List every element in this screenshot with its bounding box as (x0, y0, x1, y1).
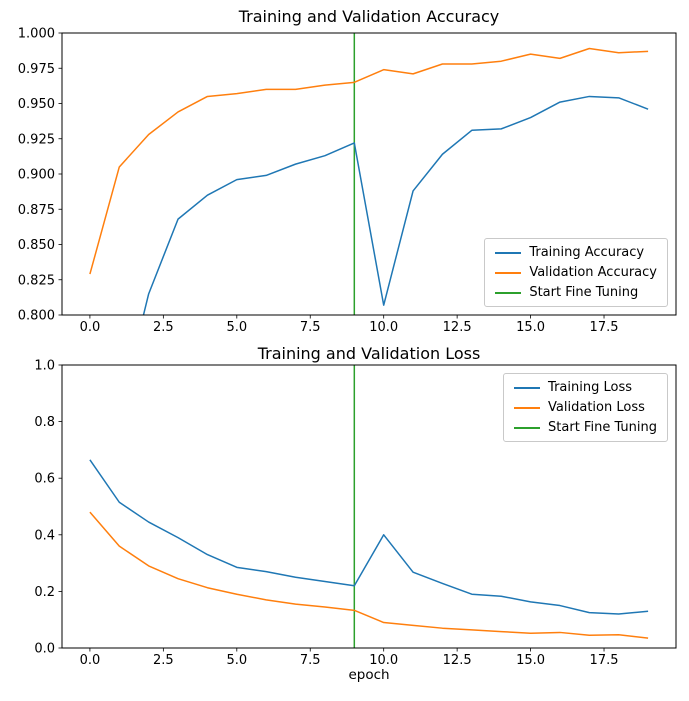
legend-item: Start Fine Tuning (514, 420, 657, 435)
y-tick-label: 0.900 (18, 168, 55, 183)
legend-item: Start Fine Tuning (495, 285, 657, 300)
x-tick-label: 10.0 (369, 653, 398, 668)
x-tick-label: 2.5 (153, 320, 174, 335)
loss-legend: Training Loss Validation Loss Start Fine T… (503, 373, 668, 442)
y-tick-label: 0.800 (18, 309, 55, 324)
training-loss-line (89, 459, 649, 615)
accuracy-plot-svg: 0.0 2.5 5.0 7.5 10.0 12.5 15.0 17.5 0.800 0.825 0.… (18, 27, 677, 335)
y-tick-label: 0.0 (34, 642, 55, 657)
legend-line-swatch (495, 291, 522, 294)
legend-label: Training Loss (548, 380, 632, 395)
legend-label: Validation Accuracy (529, 265, 657, 280)
y-tick-label: 1.0 (34, 359, 55, 374)
x-tick-label: 7.5 (300, 320, 321, 335)
legend-item: Validation Loss (514, 400, 657, 415)
x-tick-label: 0.0 (80, 320, 101, 335)
x-tick-label: 2.5 (153, 653, 174, 668)
legend-label: Start Fine Tuning (529, 285, 639, 300)
x-tick-label: 17.5 (590, 320, 619, 335)
legend-item: Training Accuracy (495, 245, 657, 260)
legend-line-swatch (495, 251, 522, 254)
plot-frame (61, 32, 677, 316)
y-tick-label: 0.6 (34, 472, 55, 487)
loss-chart-title: Training and Validation Loss (257, 344, 481, 363)
y-tick-label: 0.925 (18, 132, 55, 147)
x-tick-label: 12.5 (443, 320, 472, 335)
legend-label: Training Accuracy (529, 245, 645, 260)
plot-frame (61, 364, 677, 649)
legend-item: Validation Accuracy (495, 265, 657, 280)
x-tick-label: 15.0 (516, 653, 545, 668)
validation-accuracy-line (89, 47, 649, 275)
accuracy-chart-title: Training and Validation Accuracy (238, 7, 500, 26)
legend-line-swatch (514, 426, 541, 429)
accuracy-legend: Training Accuracy Validation Accuracy Star… (484, 238, 668, 307)
loss-chart: 0.0 2.5 5.0 7.5 10.0 12.5 15.0 17.5 0.0 0.2 0.4 0.6… (0, 340, 689, 701)
legend-label: Start Fine Tuning (548, 420, 657, 435)
y-tick-label: 0.850 (18, 238, 55, 253)
x-tick-label: 0.0 (80, 653, 101, 668)
loss-plot-svg: 0.0 2.5 5.0 7.5 10.0 12.5 15.0 17.5 0.0 0.2 0.4 0.6… (34, 359, 677, 668)
x-tick-label: 7.5 (300, 653, 321, 668)
x-tick-label: 5.0 (226, 320, 247, 335)
legend-item: Training Loss (514, 380, 657, 395)
x-tick-label: 5.0 (226, 653, 247, 668)
y-tick-label: 0.825 (18, 273, 55, 288)
accuracy-chart: 0.0 2.5 5.0 7.5 10.0 12.5 15.0 17.5 0.800 0.825 0.… (0, 0, 689, 340)
y-tick-label: 0.8 (34, 415, 55, 430)
y-tick-label: 0.2 (34, 585, 55, 600)
y-tick-label: 0.875 (18, 203, 55, 218)
y-tick-label: 0.4 (34, 528, 55, 543)
training-accuracy-line (142, 95, 649, 315)
x-axis-label: epoch (348, 667, 390, 683)
y-tick-label: 1.000 (18, 27, 55, 42)
x-tick-label: 17.5 (590, 653, 619, 668)
y-tick-label: 0.950 (18, 97, 55, 112)
validation-loss-line (89, 511, 649, 639)
legend-line-swatch (514, 386, 541, 389)
x-tick-label: 15.0 (516, 320, 545, 335)
legend-line-swatch (495, 271, 522, 274)
legend-line-swatch (514, 406, 541, 409)
y-tick-label: 0.975 (18, 62, 55, 77)
x-tick-label: 12.5 (443, 653, 472, 668)
legend-label: Validation Loss (548, 400, 645, 415)
x-tick-label: 10.0 (369, 320, 398, 335)
